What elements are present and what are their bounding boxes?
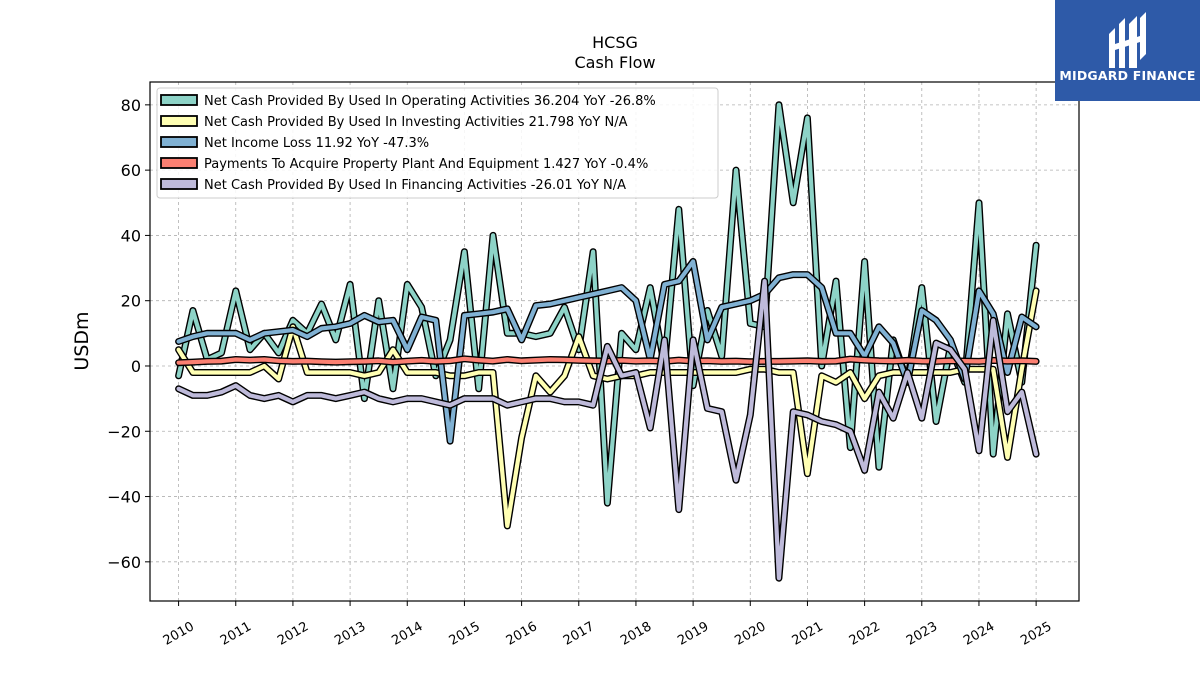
x-tick-label: 2020 <box>732 619 768 649</box>
legend-item: Net Cash Provided By Used In Operating A… <box>160 94 656 109</box>
x-tick-label: 2013 <box>332 619 368 649</box>
x-tick-label: 2022 <box>847 619 883 649</box>
y-tick-label: 40 <box>121 226 141 245</box>
y-tick-label: −40 <box>107 488 141 507</box>
legend-swatch <box>160 94 198 106</box>
legend-swatch <box>160 178 198 190</box>
y-tick-label: 0 <box>131 357 141 376</box>
x-tick-label: 2017 <box>561 619 597 649</box>
plot-frame <box>149 81 1080 602</box>
legend-label: Payments To Acquire Property Plant And E… <box>204 157 648 172</box>
legend-label: Net Cash Provided By Used In Financing A… <box>204 178 626 193</box>
series-layer <box>175 101 1040 582</box>
x-tick-label: 2010 <box>161 619 197 649</box>
x-tick-label: 2018 <box>618 619 654 649</box>
legend-swatch <box>160 115 198 127</box>
midgard-logo-icon <box>1109 12 1146 68</box>
x-tick-label: 2011 <box>218 619 254 649</box>
legend-label: Net Cash Provided By Used In Investing A… <box>204 115 628 130</box>
series-5 <box>175 277 1040 582</box>
legend-label: Net Income Loss 11.92 YoY -47.3% <box>204 136 429 151</box>
x-tick-label: 2025 <box>1018 619 1054 649</box>
chart-subtitle: Cash Flow <box>574 53 655 72</box>
legend-item: Net Income Loss 11.92 YoY -47.3% <box>160 136 429 151</box>
legend: Net Cash Provided By Used In Operating A… <box>156 87 719 199</box>
series-line <box>176 259 1039 444</box>
series-3 <box>175 258 1040 445</box>
x-tick-label: 2019 <box>675 619 711 649</box>
x-tick-label: 2024 <box>961 619 997 649</box>
legend-item: Net Cash Provided By Used In Investing A… <box>160 115 628 130</box>
logo-text: MIDGARD FINANCE <box>1059 68 1196 83</box>
x-axis: 2010 2011 2012 2013 2014 2015 2016 2017 2018 2019… <box>161 601 1054 649</box>
x-tick-label: 2015 <box>447 619 483 649</box>
x-tick-label: 2012 <box>275 619 311 649</box>
legend-item: Net Cash Provided By Used In Financing A… <box>160 178 626 193</box>
chart-title: HCSG <box>592 33 638 52</box>
x-tick-label: 2016 <box>504 619 540 649</box>
x-tick-label: 2014 <box>389 619 425 649</box>
y-tick-label: −20 <box>107 422 141 441</box>
y-axis-label: USDm <box>71 311 93 370</box>
y-tick-label: 20 <box>121 292 141 311</box>
y-axis: −60 −40 −20 0 20 40 60 80 <box>107 96 150 572</box>
series-line <box>176 279 1039 581</box>
y-tick-label: 60 <box>121 161 141 180</box>
x-tick-label: 2021 <box>790 619 826 649</box>
legend-swatch <box>160 157 198 169</box>
y-tick-label: −60 <box>107 553 141 572</box>
series-2 <box>175 287 1040 530</box>
legend-swatch <box>160 136 198 148</box>
midgard-finance-logo: MIDGARD FINANCE <box>1055 0 1200 101</box>
legend-label: Net Cash Provided By Used In Operating A… <box>204 94 656 109</box>
legend-box <box>156 87 719 199</box>
legend-item: Payments To Acquire Property Plant And E… <box>160 157 648 172</box>
series-line <box>176 288 1039 529</box>
y-tick-label: 80 <box>121 96 141 115</box>
x-tick-label: 2023 <box>904 619 940 649</box>
